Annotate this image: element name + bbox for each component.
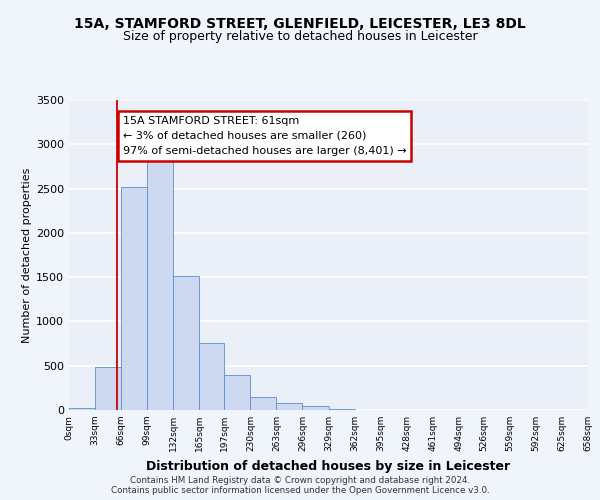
Text: Contains public sector information licensed under the Open Government Licence v3: Contains public sector information licen… bbox=[110, 486, 490, 495]
Bar bbox=[147, 161, 173, 410]
Bar bbox=[302, 406, 329, 410]
Bar bbox=[224, 374, 250, 410]
Bar bbox=[277, 403, 302, 410]
Bar bbox=[250, 397, 277, 410]
Text: Size of property relative to detached houses in Leicester: Size of property relative to detached ho… bbox=[122, 30, 478, 43]
Bar bbox=[69, 408, 95, 410]
Bar bbox=[121, 187, 147, 410]
Text: Contains HM Land Registry data © Crown copyright and database right 2024.: Contains HM Land Registry data © Crown c… bbox=[130, 476, 470, 485]
Bar bbox=[95, 368, 121, 410]
Y-axis label: Number of detached properties: Number of detached properties bbox=[22, 168, 32, 342]
Bar bbox=[173, 276, 199, 410]
Bar bbox=[199, 343, 224, 410]
Text: 15A STAMFORD STREET: 61sqm
← 3% of detached houses are smaller (260)
97% of semi: 15A STAMFORD STREET: 61sqm ← 3% of detac… bbox=[122, 116, 406, 156]
Text: 15A, STAMFORD STREET, GLENFIELD, LEICESTER, LE3 8DL: 15A, STAMFORD STREET, GLENFIELD, LEICEST… bbox=[74, 18, 526, 32]
X-axis label: Distribution of detached houses by size in Leicester: Distribution of detached houses by size … bbox=[146, 460, 511, 472]
